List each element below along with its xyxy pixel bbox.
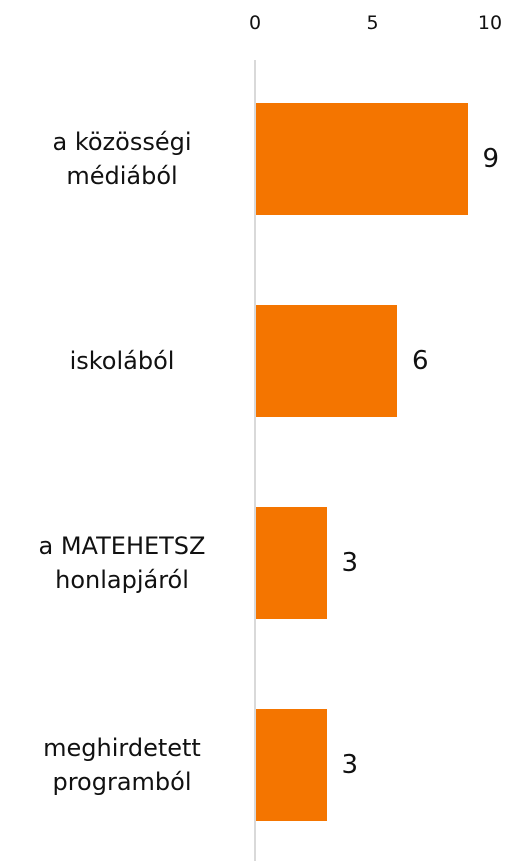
bar — [256, 103, 468, 215]
bar — [256, 305, 397, 417]
x-tick-label: 5 — [366, 12, 379, 34]
bar — [256, 507, 327, 619]
bar — [256, 709, 327, 821]
category-label: a közösségi médiából — [52, 128, 192, 190]
category-label: a MATEHETSZ honlapjáról — [38, 532, 206, 594]
value-label: 3 — [341, 548, 359, 578]
value-label: 9 — [482, 144, 500, 174]
category-label: iskolából — [69, 347, 175, 375]
value-label: 3 — [341, 750, 359, 780]
category-label: meghirdetett programból — [43, 734, 201, 796]
x-tick-label: 10 — [477, 12, 503, 34]
x-tick-label: 0 — [248, 12, 262, 34]
value-label: 6 — [412, 346, 429, 376]
axis-line — [254, 60, 256, 861]
